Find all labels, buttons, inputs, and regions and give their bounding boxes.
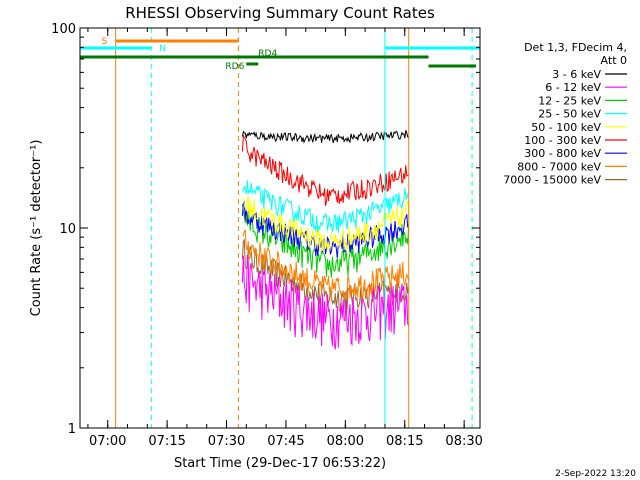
x-tick-label: 07:00 <box>89 434 126 449</box>
axis-layer: 1 10 100 07:00 07:15 07:30 07:45 08:00 08:15 08:3… <box>51 22 483 449</box>
legend-entry-label: 25 - 50 keV <box>538 108 601 121</box>
status-bar-label-n: N <box>159 44 166 54</box>
data-layer <box>241 130 410 350</box>
x-tick-label: 07:45 <box>267 434 304 449</box>
series-300-800kev-line <box>241 200 410 259</box>
series-50-100kev-line <box>242 195 410 252</box>
legend-entry-label: 100 - 300 keV <box>524 134 601 147</box>
legend-header-line1: Det 1,3, FDecim 4, <box>524 41 627 54</box>
series-100-300kev-line <box>241 133 410 206</box>
x-tick-label: 08:00 <box>327 434 364 449</box>
x-tick-label: 08:15 <box>386 434 423 449</box>
series-7000-15000kev-line <box>241 238 410 313</box>
status-bar-label-rd4: RD4 <box>258 49 277 59</box>
legend-entry-label: 50 - 100 keV <box>531 121 601 134</box>
legend-entry-label: 3 - 6 keV <box>552 68 601 81</box>
legend-entry-label: 7000 - 15000 keV <box>503 174 601 187</box>
legend-entry-label: 800 - 7000 keV <box>517 160 601 173</box>
series-800-7000kev-line <box>242 228 410 301</box>
y-tick-label: 1 <box>68 422 76 437</box>
y-tick-label: 100 <box>51 22 76 37</box>
status-bar-label-rd6: RD6 <box>225 62 244 72</box>
x-tick-label: 07:30 <box>208 434 245 449</box>
chart-title: RHESSI Observing Summary Count Rates <box>125 4 435 22</box>
x-tick-label: 08:30 <box>445 434 482 449</box>
status-bar-label-s: S <box>102 37 108 47</box>
x-axis-label: Start Time (29-Dec-17 06:53:22) <box>174 456 386 471</box>
x-tick-label: 07:15 <box>148 434 185 449</box>
y-tick-label: 10 <box>59 222 76 237</box>
legend-header-line2: Att 0 <box>601 54 627 67</box>
series-25-50kev-line <box>241 180 410 233</box>
series-3-6kev-line <box>241 130 410 144</box>
legend-entry-label: 6 - 12 keV <box>545 81 601 94</box>
spacecraft-bar-layer: S N RD4 RD6 <box>80 37 480 72</box>
series-12-25kev-line <box>241 203 410 278</box>
legend-entry-label: 300 - 800 keV <box>524 147 601 160</box>
series-6-12kev-line <box>241 254 410 350</box>
footer-timestamp: 2-Sep-2022 13:20 <box>555 469 636 479</box>
y-axis-label: Count Rate (s⁻¹ detector⁻¹) <box>29 140 44 317</box>
legend-entry-label: 12 - 25 keV <box>538 94 601 107</box>
